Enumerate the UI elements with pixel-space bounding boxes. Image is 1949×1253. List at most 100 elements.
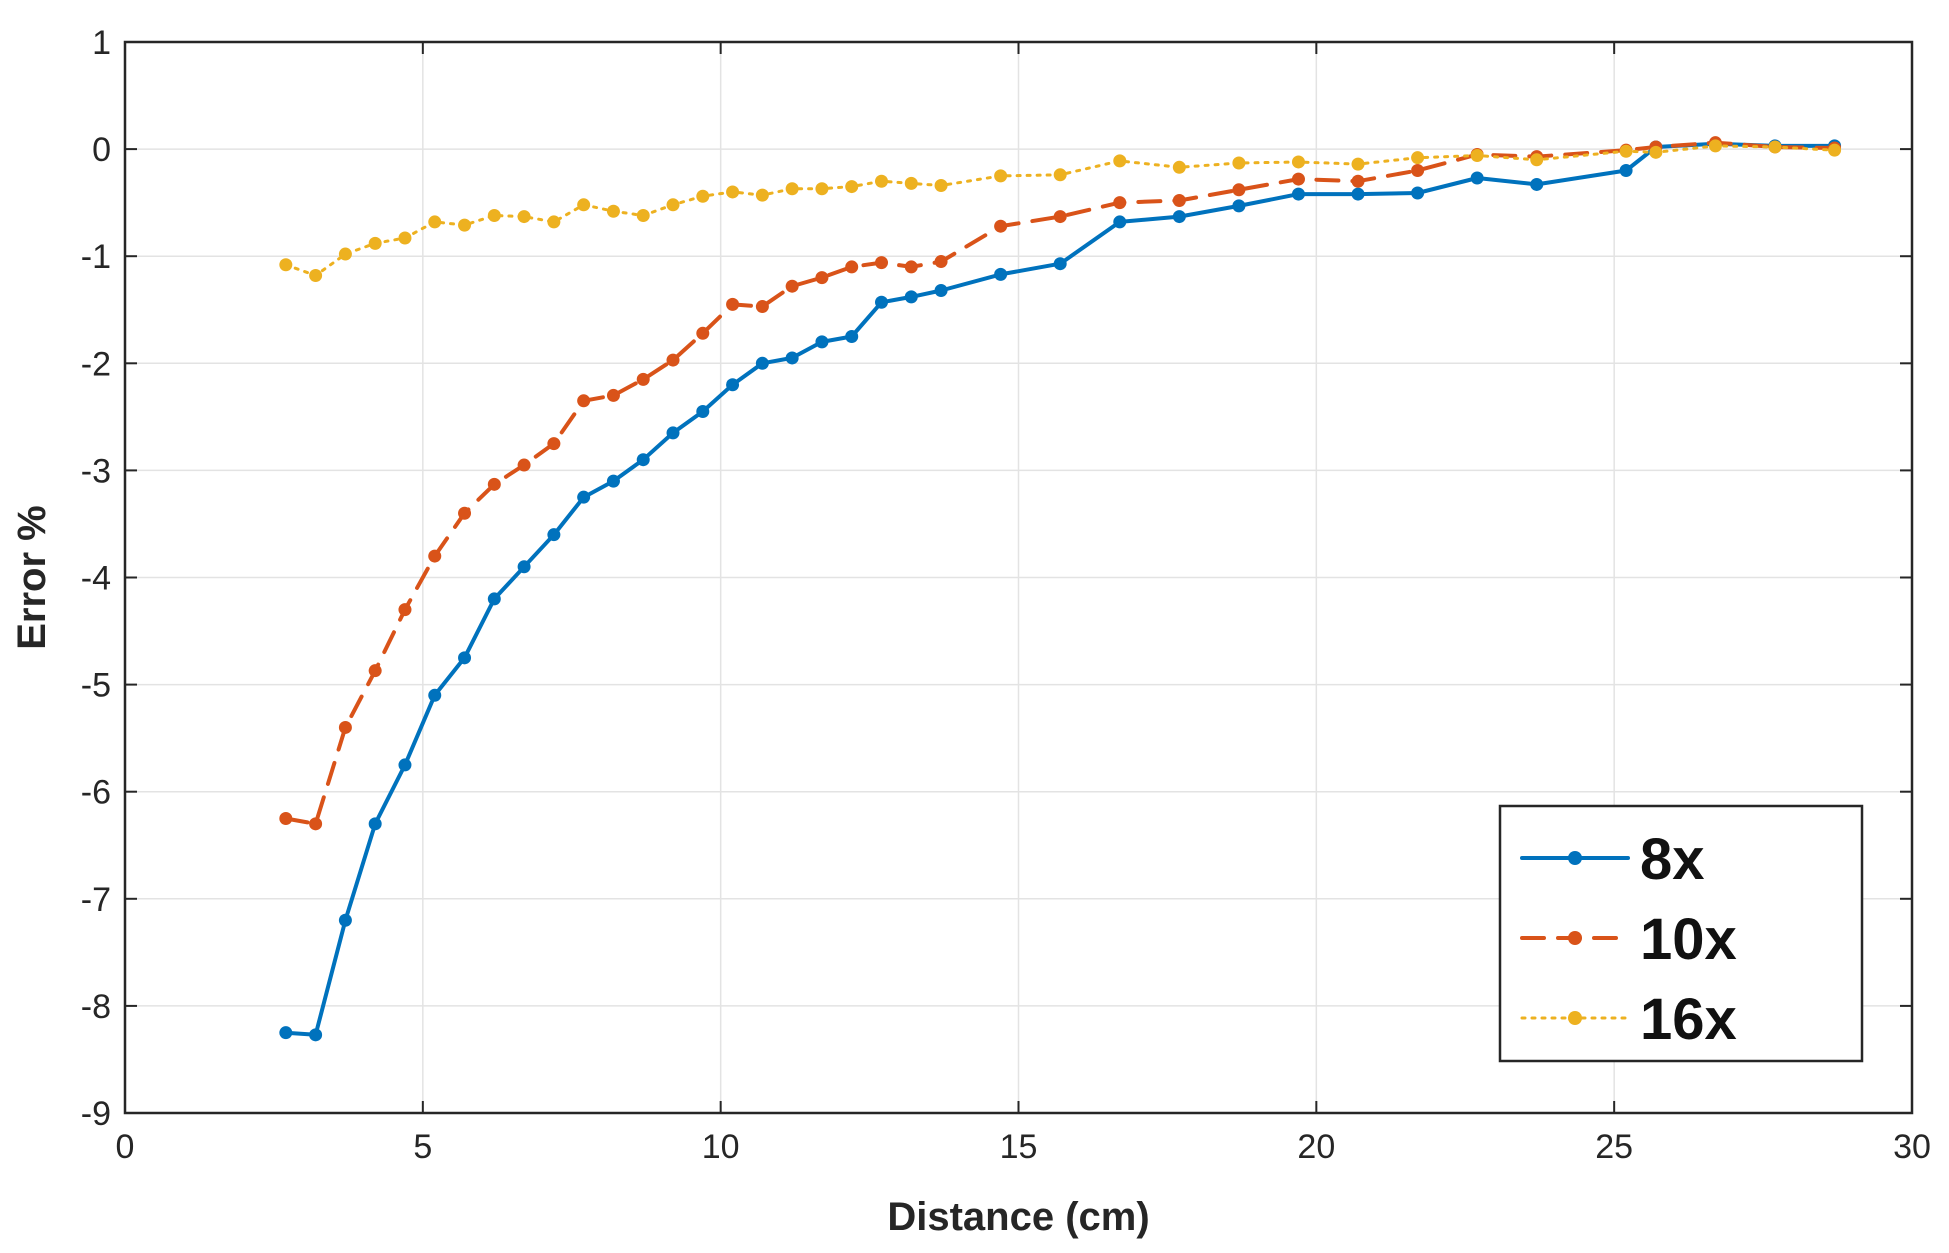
data-point-8x (547, 528, 561, 542)
x-tick-label: 25 (1595, 1128, 1633, 1166)
data-point-16x (755, 188, 769, 202)
data-point-8x (309, 1028, 323, 1042)
data-point-10x (1351, 174, 1365, 188)
data-point-16x (1768, 140, 1782, 154)
data-point-8x (1053, 257, 1067, 271)
data-point-16x (1530, 153, 1544, 167)
data-point-8x (696, 404, 710, 418)
y-tick-label: -7 (81, 881, 111, 919)
data-point-16x (696, 189, 710, 203)
data-point-16x (517, 210, 531, 224)
data-point-10x (458, 506, 472, 520)
data-point-10x (1172, 194, 1186, 208)
data-point-8x (1351, 187, 1365, 201)
data-point-16x (1232, 156, 1246, 170)
data-point-10x (338, 720, 352, 734)
data-point-8x (1113, 215, 1127, 229)
data-point-8x (1232, 199, 1246, 213)
legend-label-16x: 16x (1640, 987, 1737, 1052)
data-point-10x (577, 394, 591, 408)
y-tick-label: -9 (81, 1095, 111, 1133)
data-point-8x (517, 560, 531, 574)
data-point-10x (487, 477, 501, 491)
data-point-10x (606, 388, 620, 402)
data-point-16x (338, 247, 352, 261)
data-point-8x (1530, 177, 1544, 191)
y-tick-label: -5 (81, 667, 111, 705)
data-point-10x (755, 300, 769, 314)
data-point-16x (606, 204, 620, 218)
y-tick-label: -1 (81, 238, 111, 276)
data-point-10x (785, 279, 799, 293)
legend-marker-10x (1568, 931, 1582, 945)
data-point-8x (726, 378, 740, 392)
data-point-10x (696, 326, 710, 340)
y-tick-label: -2 (81, 345, 111, 383)
data-point-8x (1291, 187, 1305, 201)
data-point-16x (636, 209, 650, 223)
data-point-8x (1619, 164, 1633, 178)
data-point-8x (994, 267, 1008, 281)
legend-label-8x: 8x (1640, 827, 1705, 892)
y-tick-label: -6 (81, 774, 111, 812)
data-point-8x (338, 913, 352, 927)
y-tick-label: 0 (92, 131, 111, 169)
data-point-16x (279, 258, 293, 272)
data-point-16x (428, 215, 442, 229)
series-layer (279, 136, 1842, 1042)
data-point-16x (874, 174, 888, 188)
data-point-16x (309, 268, 323, 282)
data-point-8x (279, 1026, 293, 1040)
data-point-16x (1470, 149, 1484, 163)
data-point-8x (1470, 171, 1484, 185)
x-tick-label: 15 (1000, 1128, 1038, 1166)
legend-box (1498, 804, 1864, 1063)
series-line-8x (283, 141, 1837, 1037)
y-axis-label: Error % (10, 505, 54, 650)
x-tick-label: 20 (1297, 1128, 1335, 1166)
data-point-10x (994, 219, 1008, 233)
data-point-16x (1828, 143, 1842, 157)
data-point-8x (785, 351, 799, 365)
data-point-10x (1053, 210, 1067, 224)
data-point-8x (368, 817, 382, 831)
x-tick-label: 5 (413, 1128, 432, 1166)
data-point-16x (934, 179, 948, 193)
data-point-16x (1619, 144, 1633, 158)
data-point-8x (845, 330, 859, 344)
data-point-8x (428, 688, 442, 702)
data-point-16x (845, 180, 859, 194)
y-tick-label: -8 (81, 988, 111, 1026)
data-point-10x (904, 260, 918, 274)
x-axis-label: Distance (cm) (887, 1195, 1149, 1239)
data-point-10x (934, 255, 948, 269)
legend: 8x 10x 16x (1498, 804, 1864, 1063)
series-16x (279, 139, 1842, 282)
data-point-8x (874, 295, 888, 309)
data-point-10x (636, 372, 650, 386)
data-point-10x (1291, 172, 1305, 186)
legend-label-10x: 10x (1640, 907, 1737, 972)
data-point-10x (398, 603, 412, 617)
data-point-16x (1708, 139, 1722, 153)
data-point-10x (1411, 164, 1425, 178)
y-tick-label: -4 (81, 560, 111, 598)
data-point-10x (517, 458, 531, 472)
data-point-10x (815, 271, 829, 285)
data-point-16x (1291, 155, 1305, 169)
data-point-16x (1053, 168, 1067, 182)
data-point-16x (785, 182, 799, 196)
data-point-8x (577, 490, 591, 504)
data-point-8x (815, 335, 829, 349)
data-point-10x (428, 549, 442, 563)
data-point-16x (1172, 160, 1186, 174)
data-point-8x (458, 651, 472, 665)
data-point-16x (398, 231, 412, 245)
data-point-16x (726, 185, 740, 199)
data-point-10x (845, 260, 859, 274)
data-point-8x (398, 758, 412, 772)
data-point-8x (1172, 210, 1186, 224)
data-point-8x (755, 356, 769, 370)
